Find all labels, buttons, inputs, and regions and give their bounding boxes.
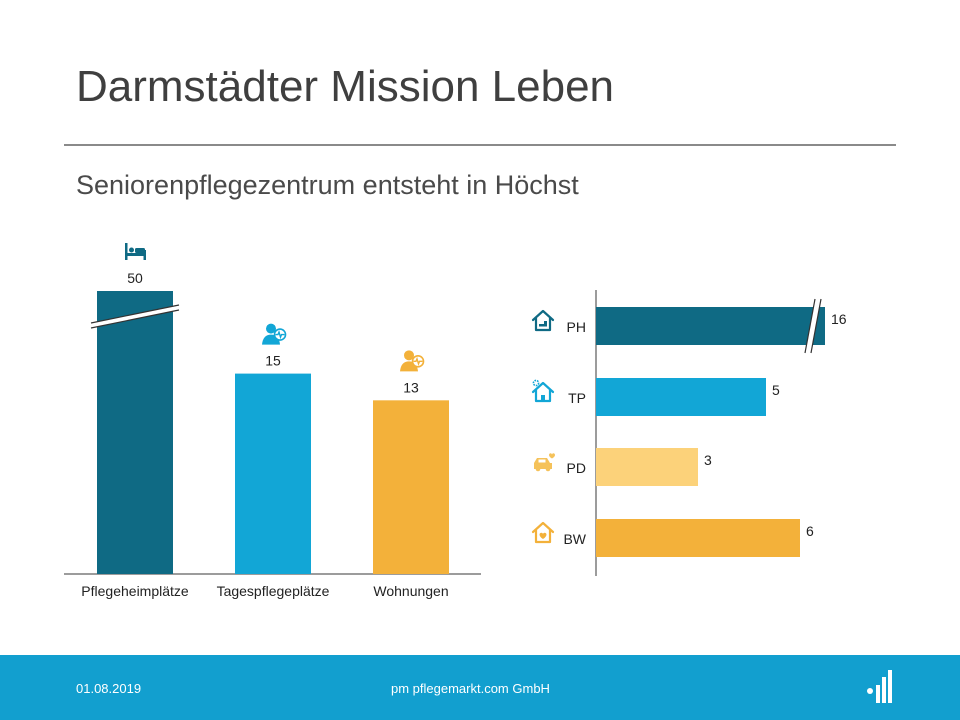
heartbeat-line [275, 329, 285, 340]
hbar-bw [596, 519, 800, 557]
person-heartbeat-icon [400, 350, 425, 372]
inner-pillow [544, 321, 547, 324]
bar-tagespflegeplätze [235, 373, 311, 574]
house-bed-icon [531, 309, 555, 332]
person-head [266, 323, 276, 334]
data-label-wohnungen: 13 [403, 379, 419, 395]
axis-break-pflegeheimplätze [90, 304, 180, 329]
hbar-pd [596, 448, 698, 486]
data-label-tagespflegeplätze: 15 [265, 353, 281, 369]
hbar-ph [596, 307, 825, 345]
car-heart-icon [534, 453, 555, 472]
category-label-pd: PD [567, 460, 586, 476]
category-label-pflegeheimplätze: Pflegeheimplätze [81, 583, 189, 599]
bar-pflegeheimplätze [97, 291, 173, 574]
category-label-ph: PH [567, 319, 586, 335]
house-walls [534, 316, 552, 332]
title-divider [64, 144, 896, 146]
bed-icon [125, 243, 146, 260]
data-label-bw: 6 [806, 523, 814, 539]
house-walls [534, 528, 552, 544]
bed-pillow-head [129, 247, 134, 253]
car-window [538, 459, 546, 463]
person-heartbeat-icon [262, 323, 287, 345]
data-label-pflegeheimplätze: 50 [127, 270, 143, 286]
category-label-tagespflegeplätze: Tagespflegeplätze [217, 583, 330, 599]
break-line-bottom [90, 309, 180, 329]
house-gear-icon [531, 379, 555, 403]
footer-company: pm pflegemarkt.com GmbH [391, 681, 550, 696]
bed-post [125, 243, 128, 260]
bar-wohnungen [373, 400, 449, 574]
car-wheel-back [545, 466, 551, 472]
category-label-bw: BW [563, 531, 586, 547]
footer-date: 01.08.2019 [76, 681, 142, 696]
house-door [541, 395, 545, 401]
break-line-left [804, 298, 816, 354]
break-gap [805, 299, 821, 353]
slide-subtitle: Seniorenpflegezentrum entsteht in Höchst [76, 170, 579, 200]
bed-frame [125, 253, 146, 256]
category-label-tp: TP [568, 390, 586, 406]
gear-shape [532, 379, 540, 387]
bed-blanket [135, 248, 145, 253]
small-heart [549, 453, 555, 459]
footer-bar: 01.08.2019 pm pflegemarkt.com GmbH [0, 655, 960, 720]
inner-heart [539, 532, 547, 539]
hbar-tp [596, 378, 766, 416]
bed-foot [143, 250, 146, 260]
house-heart-icon [531, 521, 555, 544]
axis-break-ph [804, 298, 822, 354]
inner-bed [539, 324, 547, 327]
person-head [404, 350, 414, 361]
pflegemarkt-logo-icon [867, 670, 892, 703]
data-label-ph: 16 [831, 311, 847, 327]
data-label-tp: 5 [772, 382, 780, 398]
heartbeat-line [413, 356, 423, 366]
break-line-top [90, 304, 180, 324]
charts-area: 50 Pflegeheimplätze 15 Tagespflegeplätze 13 W… [64, 243, 847, 599]
car-wheel-front [535, 466, 541, 472]
slide-title: Darmstädter Mission Leben [76, 62, 615, 111]
category-label-wohnungen: Wohnungen [373, 583, 448, 599]
break-gap [91, 305, 179, 328]
data-label-pd: 3 [704, 452, 712, 468]
break-line-right [810, 298, 822, 354]
